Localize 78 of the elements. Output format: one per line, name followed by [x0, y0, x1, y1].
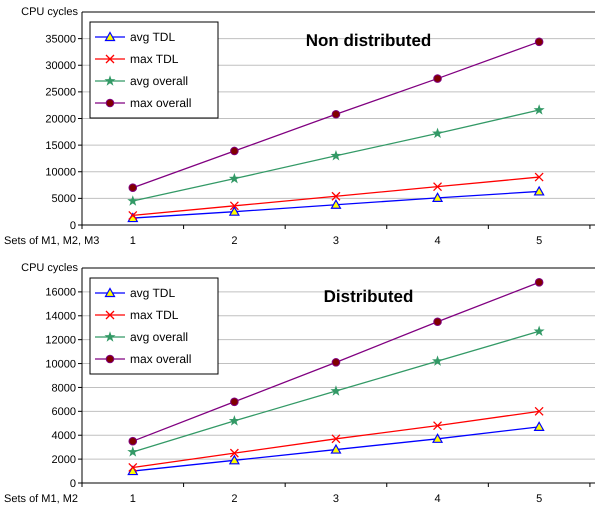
y-tick-label: 10000	[45, 358, 76, 370]
x-tick-label: 3	[332, 493, 340, 505]
point	[229, 206, 240, 216]
point	[534, 186, 544, 196]
legend-label: avg overall	[130, 330, 188, 344]
x-tick-label: 5	[536, 235, 542, 247]
point	[534, 406, 544, 416]
y-tick-label: 20000	[45, 113, 76, 126]
point	[230, 397, 239, 406]
y-tick-label: 15000	[45, 140, 76, 152]
point	[127, 446, 138, 457]
point	[534, 172, 544, 182]
point	[330, 150, 342, 160]
y-tick-label: 12000	[45, 334, 76, 347]
x-tick-label: 5	[536, 493, 542, 505]
y-tick-label: 16000	[45, 286, 76, 299]
point	[128, 462, 138, 472]
x-tick-label: 2	[231, 493, 238, 505]
point	[332, 358, 340, 367]
point	[330, 444, 342, 454]
point	[534, 422, 544, 431]
point	[230, 201, 240, 210]
legend-label: max overall	[130, 96, 192, 110]
point	[128, 183, 138, 192]
x-axis-title: Sets of M1, M2, M3	[4, 235, 100, 247]
text: Non distributed	[306, 31, 432, 50]
point	[331, 434, 341, 444]
point	[432, 192, 443, 202]
y-tick-label: 0	[70, 220, 76, 232]
point	[228, 415, 240, 426]
y-tick-label: 0	[70, 478, 76, 490]
point	[127, 195, 138, 206]
legend-label: max TDL	[130, 52, 179, 66]
point	[432, 421, 442, 430]
y-tick-label: 25000	[45, 86, 76, 99]
y-tick-label: 2000	[52, 454, 76, 466]
point	[534, 326, 545, 336]
point	[432, 355, 444, 366]
point	[230, 146, 239, 156]
point	[228, 172, 240, 184]
point	[330, 385, 342, 396]
point	[330, 200, 342, 209]
y-tick-label: 8000	[52, 382, 76, 394]
point	[534, 38, 544, 46]
legend-label: avg TDL	[130, 286, 176, 300]
y-tick-label: 10000	[45, 166, 76, 179]
point	[534, 104, 545, 115]
y-tick-label: 35000	[45, 33, 76, 46]
x-tick-label: 2	[231, 235, 238, 247]
x-tick-label: 3	[332, 235, 340, 247]
point	[229, 455, 240, 464]
point	[432, 182, 442, 192]
y-axis-title: CPU cycles	[21, 6, 78, 18]
y-tick-label: 14000	[45, 310, 76, 323]
legend-label: max TDL	[130, 308, 179, 322]
point	[432, 434, 443, 443]
point	[331, 192, 341, 201]
y-tick-label: 5000	[52, 193, 76, 206]
y-axis-title: CPU cycles	[21, 262, 78, 274]
x-tick-label: 4	[434, 493, 441, 505]
x-axis-title: Sets of M1, M2	[4, 493, 78, 505]
x-tick-label: 1	[130, 235, 136, 247]
x-tick-label: 4	[434, 235, 441, 247]
point	[534, 278, 544, 287]
legend-label: avg overall	[130, 74, 188, 88]
y-tick-label: 4000	[52, 430, 76, 442]
point	[432, 128, 444, 138]
point	[128, 436, 138, 446]
y-tick-label: 6000	[52, 406, 76, 418]
point	[332, 110, 340, 119]
legend-label: avg TDL	[130, 30, 176, 44]
point	[230, 448, 240, 458]
text: Distributed	[324, 287, 414, 306]
y-tick-label: 30000	[45, 60, 76, 72]
point	[433, 317, 442, 326]
legend-label: max overall	[130, 352, 192, 366]
point	[433, 74, 442, 83]
x-tick-label: 1	[130, 493, 136, 505]
